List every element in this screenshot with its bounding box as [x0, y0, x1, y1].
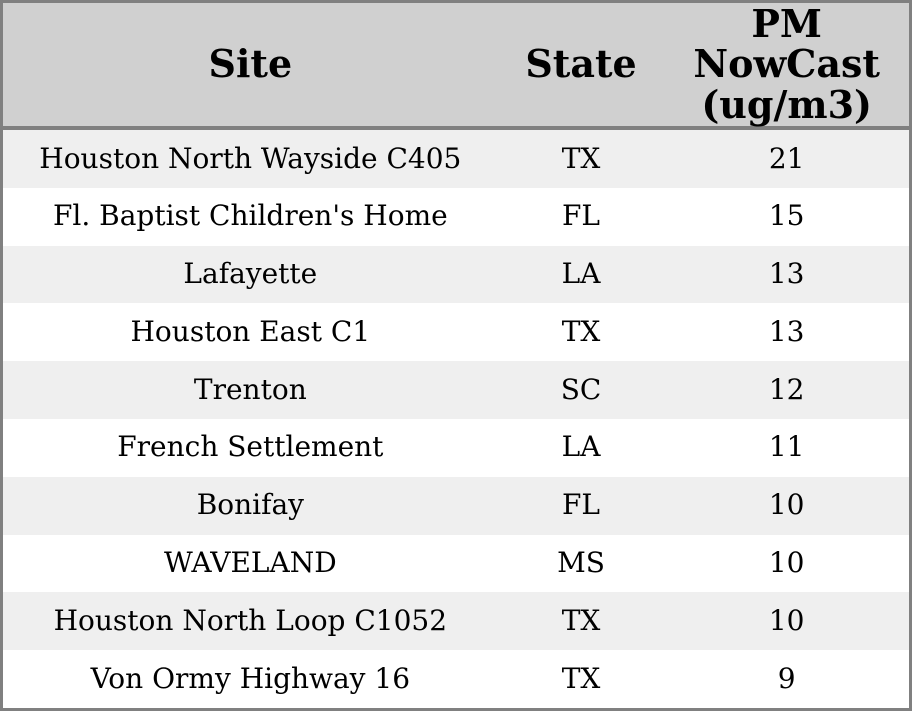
cell-pm-nowcast: 9: [777, 661, 796, 695]
cell-site: Lafayette: [183, 257, 318, 291]
table-row: Houston East C1 TX 13: [3, 303, 909, 362]
cell-pm-nowcast: 12: [768, 372, 805, 406]
cell-state: TX: [561, 314, 601, 348]
column-header-site-label: Site: [208, 41, 293, 87]
table-row: Houston North Loop C1052 TX 10: [3, 592, 909, 651]
table-header-row: Site State PM NowCast (ug/m3): [3, 3, 909, 130]
cell-state: SC: [560, 372, 602, 406]
cell-state: TX: [561, 661, 601, 695]
table-row: Fl. Baptist Children's Home FL 15: [3, 187, 909, 246]
table-row: Von Ormy Highway 16 TX 9: [3, 650, 909, 708]
cell-state: TX: [561, 141, 601, 175]
table-row: WAVELAND MS 10: [3, 534, 909, 593]
table-row: Lafayette LA 13: [3, 245, 909, 304]
cell-state: LA: [561, 257, 601, 291]
cell-site: Houston North Wayside C405: [39, 141, 462, 175]
cell-site: Houston North Loop C1052: [53, 603, 448, 637]
column-header-pm-nowcast-label: PM NowCast (ug/m3): [693, 0, 880, 127]
column-header-site: Site: [3, 44, 498, 85]
table-body: Houston North Wayside C405 TX 21 Fl. Baptis…: [3, 130, 909, 708]
cell-state: FL: [562, 488, 601, 522]
cell-site: Trenton: [193, 372, 307, 406]
cell-pm-nowcast: 13: [768, 314, 805, 348]
column-header-state: State: [498, 44, 665, 85]
cell-pm-nowcast: 13: [768, 257, 805, 291]
table-row: Houston North Wayside C405 TX 21: [3, 130, 909, 188]
cell-site: Von Ormy Highway 16: [90, 661, 411, 695]
cell-pm-nowcast: 21: [768, 141, 805, 175]
cell-pm-nowcast: 10: [768, 488, 805, 522]
table-row: French Settlement LA 11: [3, 418, 909, 477]
cell-pm-nowcast: 10: [768, 546, 805, 580]
cell-state: LA: [561, 430, 601, 464]
cell-site: WAVELAND: [164, 546, 337, 580]
cell-pm-nowcast: 15: [768, 199, 805, 233]
cell-state: TX: [561, 603, 601, 637]
cell-pm-nowcast: 10: [768, 603, 805, 637]
cell-site: Fl. Baptist Children's Home: [52, 199, 448, 233]
column-header-state-label: State: [525, 41, 637, 87]
cell-state: FL: [562, 199, 601, 233]
table-row: Bonifay FL 10: [3, 476, 909, 535]
cell-site: Bonifay: [196, 488, 304, 522]
table-row: Trenton SC 12: [3, 361, 909, 419]
column-header-pm-nowcast: PM NowCast (ug/m3): [664, 0, 909, 127]
cell-site: Houston East C1: [130, 314, 371, 348]
cell-state: MS: [557, 546, 605, 580]
cell-site: French Settlement: [117, 430, 384, 464]
cell-pm-nowcast: 11: [768, 430, 805, 464]
